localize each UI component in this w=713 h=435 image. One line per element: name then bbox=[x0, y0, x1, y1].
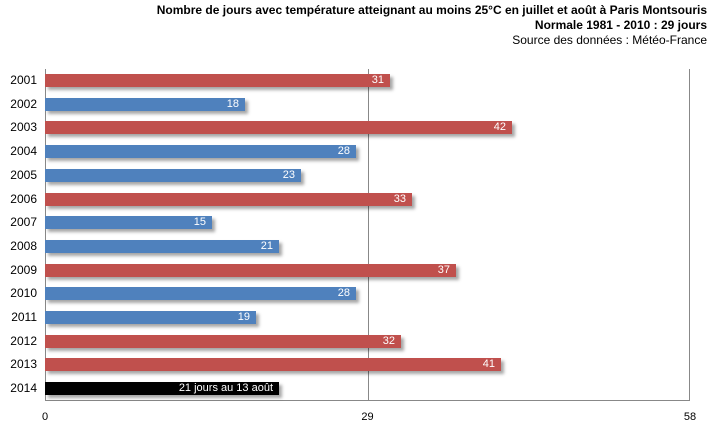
bar-row: 2006 33 bbox=[10, 192, 690, 206]
bar-value-label: 41 bbox=[482, 358, 495, 371]
bar-value-label: 28 bbox=[337, 145, 350, 158]
y-axis-label: 2014 bbox=[10, 381, 37, 396]
bar-value-label: 31 bbox=[371, 74, 384, 86]
bar-value-label: 37 bbox=[437, 263, 450, 276]
bar-row: 2010 28 bbox=[10, 287, 690, 301]
bar: 28 bbox=[45, 287, 356, 301]
y-axis-label: 2004 bbox=[10, 144, 37, 159]
bar-row: 2008 21 bbox=[10, 239, 690, 253]
bar: 32 bbox=[45, 334, 401, 348]
bar-row: 2009 37 bbox=[10, 263, 690, 277]
bar: 23 bbox=[45, 168, 301, 182]
bar-value-label: 28 bbox=[337, 287, 350, 300]
x-tick-label: 58 bbox=[683, 411, 697, 423]
bar-row: 2005 23 bbox=[10, 168, 690, 182]
bar: 21 jours au 13 août bbox=[45, 382, 279, 396]
bar: 28 bbox=[45, 145, 356, 159]
bar: 18 bbox=[45, 97, 245, 111]
bar-row: 2011 19 bbox=[11, 311, 690, 324]
bar-value-label: 21 bbox=[260, 239, 273, 252]
plot-area: 2001 31 2002 18 2003 42 2004 28 2005 23 2006 33 2007… bbox=[10, 69, 690, 401]
bar-value-label: 21 jours au 13 août bbox=[178, 382, 273, 395]
bar-value-label: 15 bbox=[193, 216, 206, 229]
y-axis-label: 2002 bbox=[10, 96, 37, 111]
bar-row: 2013 41 bbox=[10, 358, 690, 372]
bar-value-label: 18 bbox=[226, 97, 239, 110]
bar-row: 2002 18 bbox=[10, 97, 690, 111]
chart-title: Nombre de jours avec température atteign… bbox=[156, 3, 707, 17]
bar: 42 bbox=[45, 121, 512, 135]
bar: 19 bbox=[45, 311, 256, 324]
bar: 15 bbox=[45, 216, 212, 230]
x-tick-label: 0 bbox=[41, 411, 49, 423]
normal-reference-line bbox=[368, 69, 369, 401]
bar-value-label: 32 bbox=[382, 334, 395, 347]
x-tick-label: 29 bbox=[361, 411, 374, 423]
x-axis-line bbox=[45, 400, 690, 401]
plot-right-border bbox=[689, 69, 690, 401]
bar-row: 2003 42 bbox=[10, 121, 690, 135]
chart-title-block: Nombre de jours avec température atteign… bbox=[157, 3, 707, 48]
y-axis-label: 2007 bbox=[10, 215, 37, 230]
y-axis-label: 2013 bbox=[10, 357, 37, 372]
bar-value-label: 19 bbox=[237, 311, 250, 323]
y-axis-label: 2009 bbox=[10, 262, 37, 277]
bar: 33 bbox=[45, 192, 412, 206]
y-axis-label: 2001 bbox=[10, 73, 37, 87]
bar-row: 2014 21 jours au 13 août bbox=[10, 382, 690, 396]
chart-subtitle: Normale 1981 - 2010 : 29 jours bbox=[534, 18, 707, 32]
y-axis-label: 2012 bbox=[10, 333, 37, 348]
bar-row: 2004 28 bbox=[10, 145, 690, 159]
bar: 21 bbox=[45, 239, 279, 253]
y-axis-label: 2011 bbox=[11, 310, 37, 324]
y-axis-label: 2010 bbox=[10, 286, 37, 301]
y-axis-line bbox=[45, 69, 46, 401]
bar-row: 2001 31 bbox=[10, 74, 690, 87]
y-axis-label: 2003 bbox=[10, 120, 37, 135]
bar: 31 bbox=[45, 74, 390, 87]
bar: 37 bbox=[45, 263, 456, 277]
y-axis-label: 2005 bbox=[10, 167, 37, 182]
chart-source: Source des données : Météo-France bbox=[512, 33, 707, 47]
y-axis-label: 2006 bbox=[10, 191, 37, 206]
bar-row: 2012 32 bbox=[10, 334, 690, 348]
y-axis-label: 2008 bbox=[10, 238, 37, 253]
bar-value-label: 23 bbox=[282, 168, 295, 181]
bar-value-label: 33 bbox=[393, 192, 406, 205]
bar: 41 bbox=[45, 358, 501, 372]
bar-value-label: 42 bbox=[493, 121, 506, 134]
bar-row: 2007 15 bbox=[10, 216, 690, 230]
